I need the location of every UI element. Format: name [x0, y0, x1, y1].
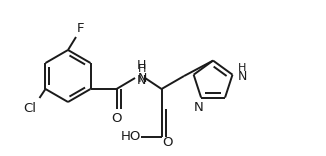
- Text: Cl: Cl: [23, 102, 36, 115]
- Text: O: O: [111, 112, 122, 125]
- Text: HO: HO: [120, 131, 141, 144]
- Text: N: N: [194, 101, 204, 114]
- Text: F: F: [77, 22, 85, 36]
- Text: N: N: [238, 70, 247, 83]
- Text: H: H: [138, 64, 146, 74]
- Text: H: H: [238, 63, 247, 73]
- Text: H
N: H N: [136, 59, 146, 87]
- Text: N: N: [137, 71, 147, 85]
- Text: O: O: [162, 136, 173, 149]
